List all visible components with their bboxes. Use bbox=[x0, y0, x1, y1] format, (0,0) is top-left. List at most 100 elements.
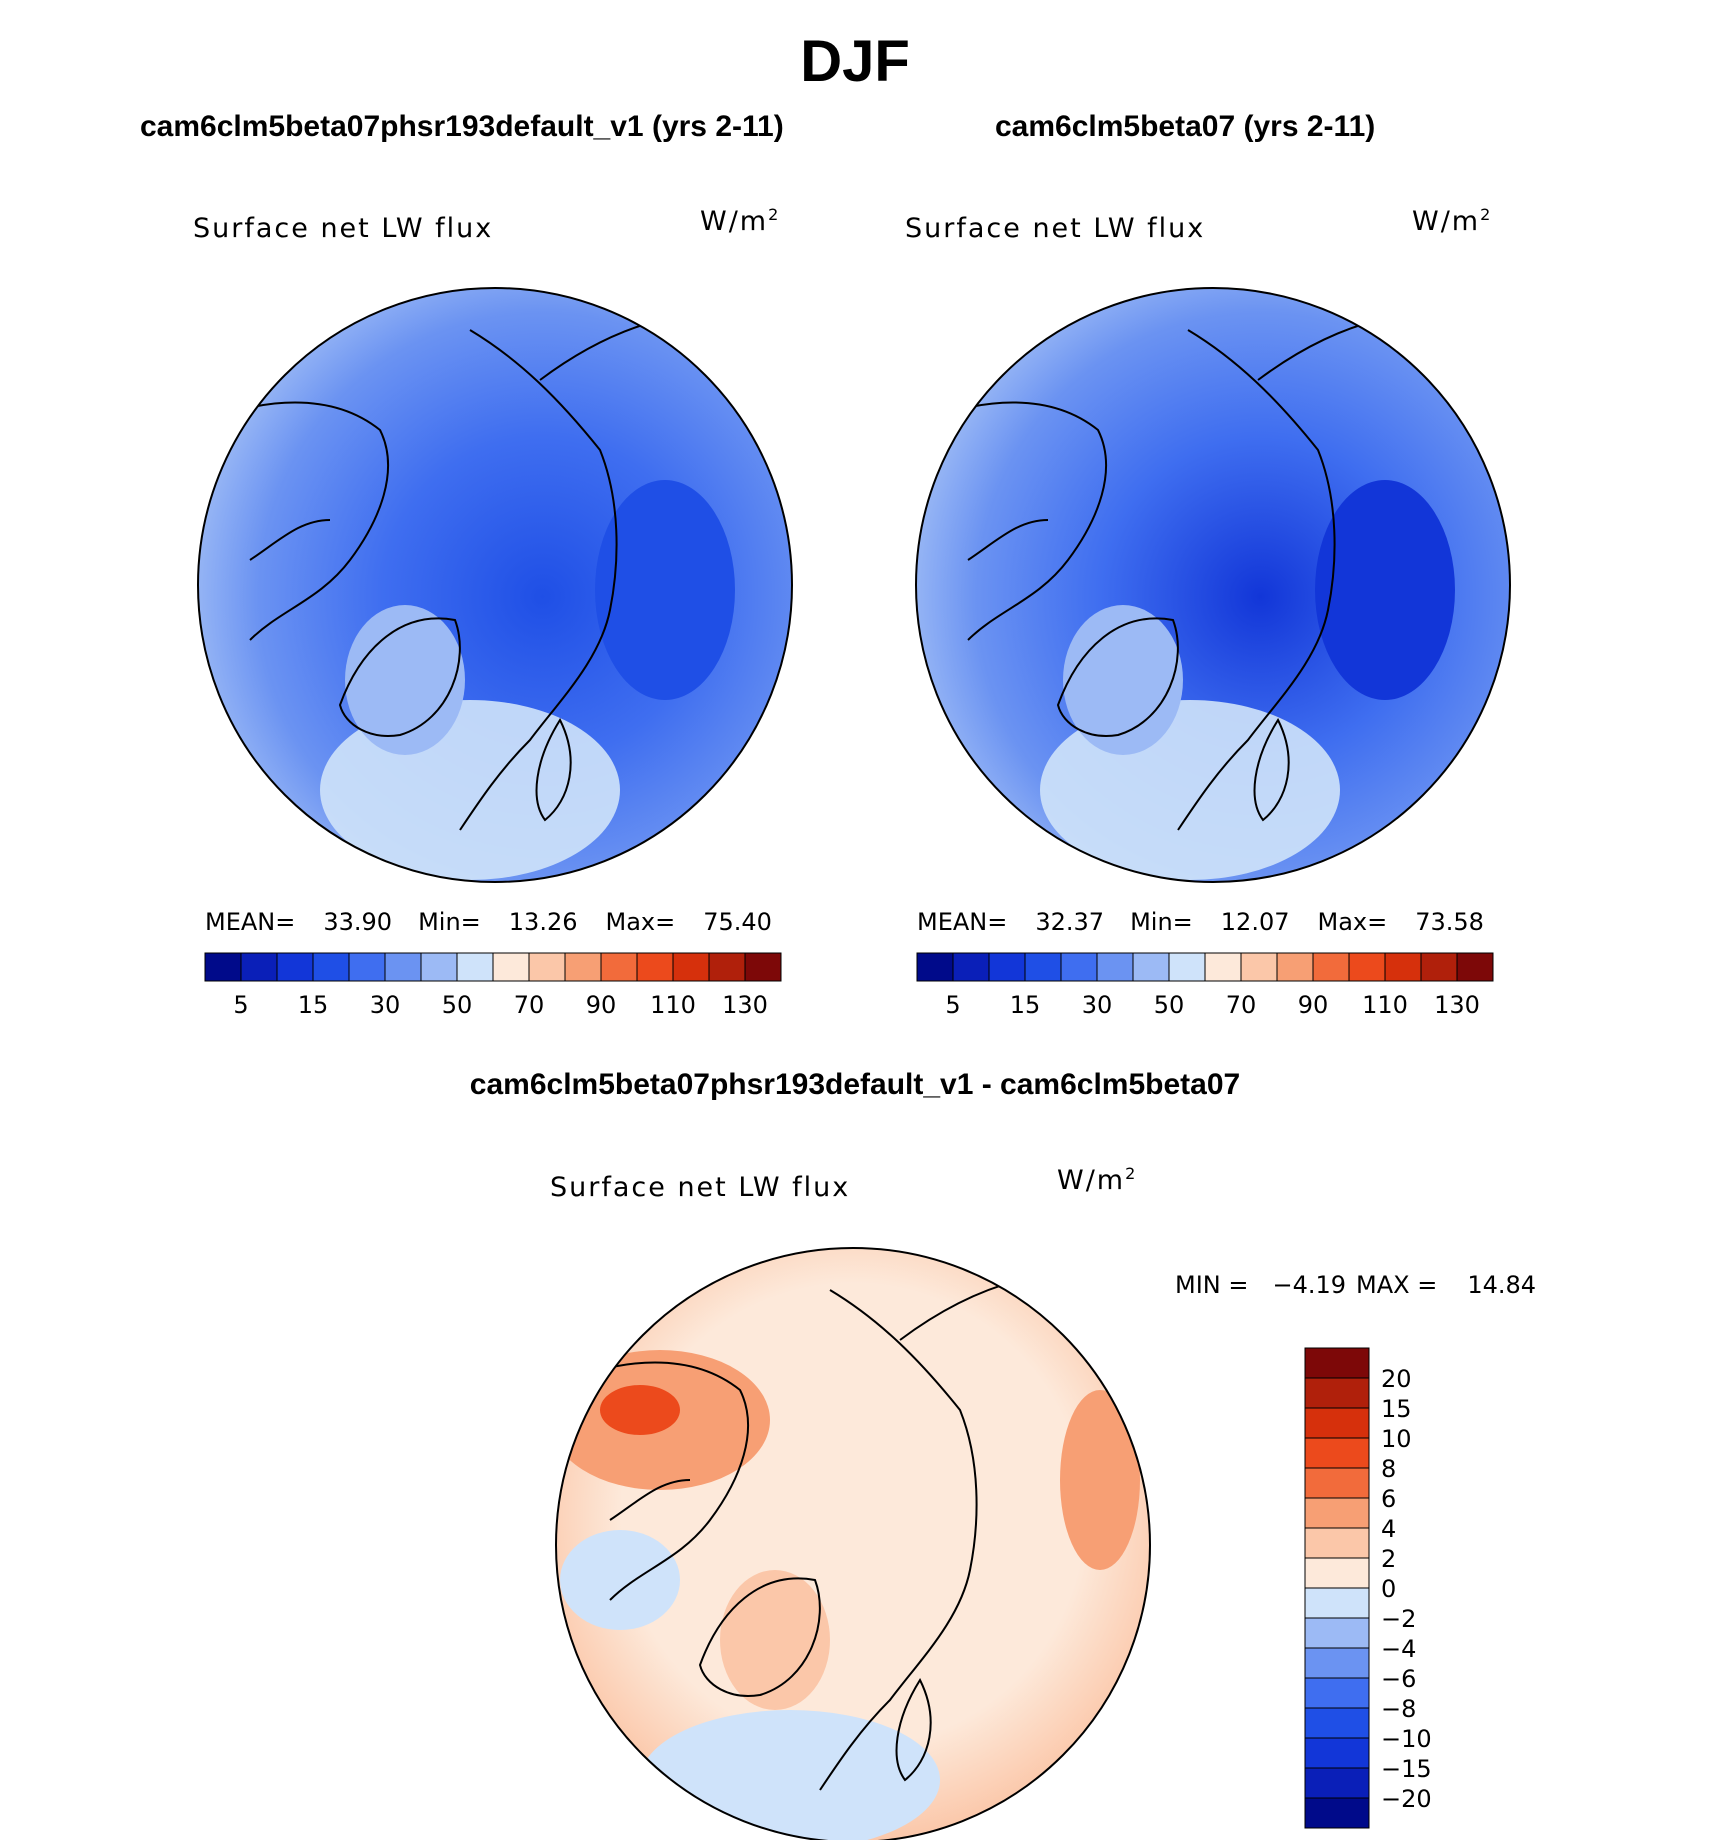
colorbar-diff-tick-label: 10 bbox=[1381, 1425, 1412, 1453]
colorbar-diff-box-5 bbox=[1304, 1497, 1370, 1529]
map-panel2-coastline-scandinavia bbox=[1253, 717, 1290, 822]
colorbar-diff-tick-label: 20 bbox=[1381, 1365, 1412, 1393]
colorbar-panel2-tick-label: 15 bbox=[1010, 991, 1041, 1019]
map-panel2-field bbox=[916, 288, 1510, 882]
colorbar-diff-box-3 bbox=[1304, 1437, 1370, 1469]
panel2-min-label: Min= bbox=[1130, 908, 1193, 936]
map-diff-coastline-scandinavia bbox=[895, 1677, 932, 1782]
colorbar-panel2-box-4 bbox=[1060, 952, 1098, 982]
panel2-title: cam6clm5beta07 (yrs 2-11) bbox=[995, 110, 1376, 143]
map-diff-north-america-hot-spot bbox=[600, 1385, 680, 1435]
colorbar-panel2-box-9 bbox=[1240, 952, 1278, 982]
figure-title: DJF bbox=[800, 29, 910, 94]
panel1-max-value: 75.40 bbox=[703, 908, 772, 936]
colorbar-panel1-tick-label: 30 bbox=[370, 991, 401, 1019]
colorbar-diff-tick-label: 15 bbox=[1381, 1395, 1412, 1423]
colorbar-panel2-tick-label: 130 bbox=[1434, 991, 1480, 1019]
panel2-mean-label: MEAN= bbox=[917, 908, 1008, 936]
colorbar-diff-tick-label: −20 bbox=[1381, 1785, 1432, 1813]
panel1-mean-value: 33.90 bbox=[323, 908, 393, 936]
map-panel1-coastline-scandinavia bbox=[535, 717, 572, 822]
colorbar-panel1-tick-label: 5 bbox=[233, 991, 248, 1019]
diff-max-label: MAX = bbox=[1356, 1271, 1438, 1299]
colorbar-diff-tick-label: −6 bbox=[1381, 1665, 1416, 1693]
colorbar-panel1-tick-label: 70 bbox=[514, 991, 545, 1019]
panel1-title: cam6clm5beta07phsr193default_v1 (yrs 2-1… bbox=[140, 110, 784, 143]
panel1-variable-label: Surface net LW flux bbox=[193, 213, 494, 244]
colorbar-panel2-tick-label: 110 bbox=[1362, 991, 1408, 1019]
panel1-units: W/m2 bbox=[700, 205, 781, 237]
colorbar-panel2-box-12 bbox=[1348, 952, 1386, 982]
panel2-mean-value: 32.37 bbox=[1035, 908, 1105, 936]
map-panel2 bbox=[915, 287, 1511, 883]
colorbar-panel2-box-15 bbox=[1456, 952, 1494, 982]
colorbar-panel1-box-1 bbox=[240, 952, 278, 982]
colorbar-diff-tick-label: −8 bbox=[1381, 1695, 1416, 1723]
colorbar-diff-box-9 bbox=[1304, 1617, 1370, 1649]
colorbar-panel1-box-6 bbox=[420, 952, 458, 982]
colorbar-panel1-box-13 bbox=[672, 952, 710, 982]
map-panel1-coastline-greenland bbox=[338, 617, 461, 737]
colorbar-diff-box-4 bbox=[1304, 1467, 1370, 1499]
colorbar-diff-tick-label: 2 bbox=[1381, 1545, 1396, 1573]
panel1-mean-label: MEAN= bbox=[205, 908, 296, 936]
map-panel1-field bbox=[198, 288, 792, 882]
map-diff-coastline-north-america bbox=[569, 1361, 749, 1601]
map-panel1-siberia-cold-region bbox=[595, 480, 735, 700]
colorbar-panel1-tick-label: 15 bbox=[298, 991, 329, 1019]
colorbar-panel2-tick-label: 50 bbox=[1154, 991, 1185, 1019]
colorbar-panel1-box-12 bbox=[636, 952, 674, 982]
map-diff-border bbox=[555, 1247, 1151, 1840]
map-panel1-border bbox=[197, 287, 793, 883]
colorbar-diff-box-15 bbox=[1304, 1797, 1370, 1829]
map-diff bbox=[555, 1247, 1151, 1840]
colorbar-diff-box-14 bbox=[1304, 1767, 1370, 1799]
panel1-min-label: Min= bbox=[418, 908, 481, 936]
colorbar-panel1-box-8 bbox=[492, 952, 530, 982]
panel2-variable-label: Surface net LW flux bbox=[905, 213, 1206, 244]
colorbar-diff-box-11 bbox=[1304, 1677, 1370, 1709]
colorbar-panel1-box-4 bbox=[348, 952, 386, 982]
map-diff-coastline-greenland bbox=[698, 1577, 821, 1697]
colorbar-panel1-box-3 bbox=[312, 952, 350, 982]
colorbar-diff-box-0 bbox=[1304, 1347, 1370, 1379]
map-panel2-coastline-greenland bbox=[1056, 617, 1179, 737]
colorbar-panel2-tick-label: 70 bbox=[1226, 991, 1257, 1019]
panel2-max-label: Max= bbox=[1317, 908, 1388, 936]
colorbar-panel1-box-11 bbox=[600, 952, 638, 982]
colorbar-panel2-box-3 bbox=[1024, 952, 1062, 982]
colorbar-panel2-tick-label: 5 bbox=[945, 991, 960, 1019]
colorbar-panel1: 5 15 30 50 70 90 110 130 bbox=[204, 952, 782, 1019]
map-diff-greenland-warm-region bbox=[720, 1570, 830, 1710]
colorbar-panel1-box-14 bbox=[708, 952, 746, 982]
colorbar-panel1-box-7 bbox=[456, 952, 494, 982]
colorbar-diff-tick-label: 0 bbox=[1381, 1575, 1396, 1603]
colorbar-panel1-box-2 bbox=[276, 952, 314, 982]
panel2-max-value: 73.58 bbox=[1415, 908, 1484, 936]
colorbar-panel2-box-11 bbox=[1312, 952, 1350, 982]
colorbar-panel1-tick-label: 90 bbox=[586, 991, 617, 1019]
colorbar-diff-box-13 bbox=[1304, 1737, 1370, 1769]
panel2-stats: MEAN= 32.37 Min= 12.07 Max= 73.58 bbox=[917, 908, 1484, 936]
colorbar-diff-tick-label: 8 bbox=[1381, 1455, 1396, 1483]
map-panel2-coastline-north-america bbox=[927, 401, 1107, 641]
colorbar-panel2-tick-label: 90 bbox=[1298, 991, 1329, 1019]
panel1-stats: MEAN= 33.90 Min= 13.26 Max= 75.40 bbox=[205, 908, 772, 936]
diff-stats: MIN = −4.19 MAX = 14.84 bbox=[1175, 1271, 1536, 1299]
colorbar-panel2-box-8 bbox=[1204, 952, 1242, 982]
colorbar-panel2-box-7 bbox=[1168, 952, 1206, 982]
map-panel1-greenland-region bbox=[345, 605, 465, 755]
colorbar-diff-box-7 bbox=[1304, 1557, 1370, 1589]
colorbar-diff-box-1 bbox=[1304, 1377, 1370, 1409]
colorbar-panel2-box-2 bbox=[988, 952, 1026, 982]
colorbar-diff-tick-label: −10 bbox=[1381, 1725, 1432, 1753]
colorbar-diff-box-12 bbox=[1304, 1707, 1370, 1739]
colorbar-panel2: 5 15 30 50 70 90 110 130 bbox=[916, 952, 1494, 1019]
map-panel1-coastline-north-america bbox=[209, 401, 389, 641]
colorbar-panel2-box-1 bbox=[952, 952, 990, 982]
diff-panel-title: cam6clm5beta07phsr193default_v1 - cam6cl… bbox=[469, 1068, 1241, 1101]
colorbar-panel2-tick-label: 30 bbox=[1082, 991, 1113, 1019]
colorbar-panel2-box-5 bbox=[1096, 952, 1134, 982]
